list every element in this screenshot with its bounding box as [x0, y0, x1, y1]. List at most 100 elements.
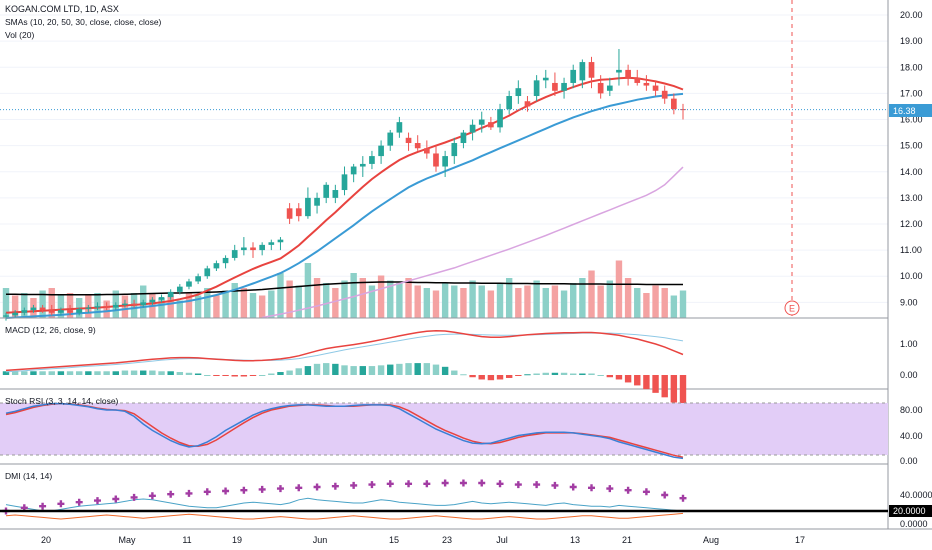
adx-plus-marker [57, 500, 65, 508]
volume-bar [414, 285, 421, 318]
candle-body [451, 143, 458, 157]
candle-body [332, 190, 339, 198]
adx-plus-marker [386, 480, 394, 488]
macd-histogram-bar [48, 371, 55, 375]
candle-body [21, 310, 28, 313]
candle-body [112, 304, 119, 308]
time-axis[interactable]: 20 May 11 19 Jun 15 23 Jul 13 21 Aug 17 [41, 535, 805, 545]
candle-body [58, 310, 64, 313]
macd-histogram-bar [140, 370, 147, 375]
macd-histogram-bar [624, 375, 632, 383]
adx-plus-marker [624, 486, 632, 494]
stoch-legend[interactable]: Stoch RSI (3, 3, 14, 14, close) [5, 396, 119, 406]
macd-histogram-bar [194, 373, 202, 375]
candle-body [67, 310, 73, 313]
vol-legend[interactable]: Vol (20) [5, 30, 34, 40]
earnings-marker-icon[interactable] [784, 300, 800, 316]
adx-plus-marker [569, 483, 577, 491]
macd-legend[interactable]: MACD (12, 26, close, 9) [5, 325, 96, 335]
macd-histogram-bar [103, 371, 110, 375]
volume-bar [48, 288, 55, 318]
candle-body [222, 257, 229, 264]
candle-body [186, 281, 192, 287]
candle-body [277, 239, 284, 243]
macd-histogram-bar [405, 363, 412, 375]
macd-histogram-bar [615, 375, 623, 380]
macd-histogram-bar [249, 375, 257, 376]
macd-histogram-bar [21, 371, 28, 375]
macd-histogram-bar [11, 371, 19, 375]
candle-body [597, 82, 604, 94]
macd-histogram-bar [487, 375, 495, 381]
macd-line [5, 329, 684, 372]
adx-plus-marker [405, 480, 413, 488]
volume-bar [332, 288, 339, 318]
candle-body [195, 276, 201, 282]
macd-histogram-bar [112, 371, 119, 375]
volume-bar [222, 290, 229, 318]
macd-histogram-bar [396, 363, 403, 375]
candle-body [606, 85, 613, 91]
volume-bar [185, 293, 193, 318]
time-axis-tick: May [118, 535, 136, 545]
sma-legend[interactable]: SMAs (10, 20, 50, 30, close, close, clos… [5, 17, 162, 27]
macd-histogram-bar [414, 363, 421, 375]
adx-plus-marker [258, 485, 266, 493]
macd-histogram-bar [634, 375, 641, 386]
stoch-axis-tick: 40.00 [900, 431, 923, 441]
macd-histogram-bar [39, 371, 46, 375]
volume-bar [313, 278, 321, 318]
volume-bar [21, 293, 28, 318]
candle-body [478, 119, 485, 125]
candle-body [442, 156, 448, 167]
macd-histogram-bar [359, 366, 366, 375]
macd-histogram-bar [213, 375, 220, 376]
macd-histogram-bar [496, 375, 504, 380]
volume-bar [652, 285, 659, 318]
candle-body [433, 153, 439, 167]
candle-body [469, 124, 476, 133]
adx-plus-marker [551, 481, 559, 489]
volume-bar [323, 283, 330, 318]
candle-body [158, 297, 165, 300]
candle-body [680, 109, 686, 111]
price-axis-tick: 10.00 [900, 271, 923, 281]
macd-histogram-bar [304, 366, 312, 375]
adx-plus-marker [423, 480, 431, 488]
volume-bar [551, 285, 559, 318]
sma20-line [5, 92, 684, 319]
price-axis-tick: 13.00 [900, 193, 923, 203]
macd-histogram-bar [240, 375, 248, 377]
volume-bar [670, 295, 678, 318]
adx-plus-marker [478, 479, 486, 487]
volume-bar [533, 280, 540, 318]
candle-body [213, 263, 220, 269]
macd-histogram-bar [277, 372, 284, 375]
candle-body [140, 302, 147, 305]
macd-histogram-bar [323, 363, 330, 375]
macd-histogram-bar [204, 375, 211, 376]
macd-histogram-bar [268, 373, 275, 375]
candle-body [241, 247, 247, 251]
macd-histogram-bar [295, 368, 302, 375]
dmi-legend[interactable]: DMI (14, 14) [5, 471, 52, 481]
candle-body [625, 69, 631, 78]
time-axis-tick: 21 [622, 535, 632, 545]
volume-bar [359, 278, 366, 318]
adx-plus-marker [276, 485, 284, 493]
sma-lines [5, 76, 684, 319]
candle-body [378, 145, 384, 157]
adx-plus-marker [313, 483, 321, 491]
macd-histogram-bar [231, 375, 238, 377]
symbol-title[interactable]: KOGAN.COM LTD, 1D, ASX [5, 4, 119, 14]
macd-histogram-bar [75, 371, 83, 375]
candle-body [497, 109, 503, 128]
volume-bar [487, 290, 495, 318]
volume-bar [643, 293, 650, 318]
dmi-level-badge [889, 505, 932, 517]
price-axis[interactable]: 20.00 19.00 18.00 17.00 16.00 15.00 14.00 13.00… [900, 10, 923, 307]
macd-histogram-bar [94, 371, 101, 375]
macd-histogram-bar [57, 371, 65, 375]
volume-bar [634, 288, 641, 318]
